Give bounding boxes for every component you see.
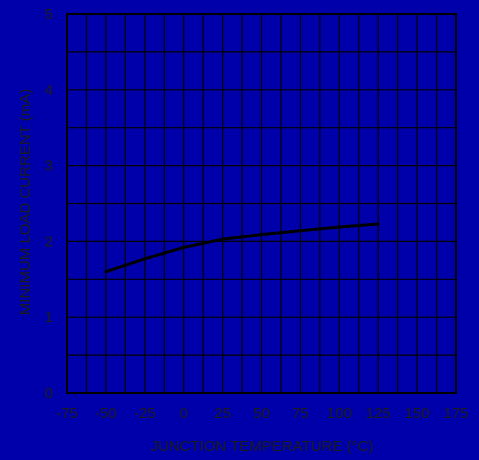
- series-line-0: [104, 222, 380, 274]
- x-tick-label: 125: [366, 405, 391, 422]
- x-tick-label: -75: [56, 405, 78, 422]
- y-tick-label: 0: [45, 385, 53, 402]
- x-axis-title: JUNCTION TEMPERATURE (°C): [151, 438, 374, 455]
- x-tick-label: 175: [443, 405, 468, 422]
- y-tick-label: 5: [45, 6, 53, 23]
- x-tick-label: 150: [405, 405, 430, 422]
- x-tick-label: 100: [327, 405, 352, 422]
- y-tick-label: 1: [45, 309, 53, 326]
- x-tick-label: 25: [214, 405, 231, 422]
- plot-border: [66, 13, 457, 394]
- x-tick-label: 75: [292, 405, 309, 422]
- x-tick-label: -50: [95, 405, 117, 422]
- grid: [66, 13, 457, 394]
- x-tick-label: -25: [134, 405, 156, 422]
- y-tick-label: 3: [45, 158, 53, 175]
- series-layer: [104, 222, 380, 274]
- y-tick-label: 2: [45, 233, 53, 250]
- y-axis-title: MINIMUM LOAD CURRENT (mA): [17, 89, 34, 315]
- y-tick-label: 4: [45, 82, 53, 99]
- x-tick-label: 0: [180, 405, 188, 422]
- x-tick-label: 50: [253, 405, 270, 422]
- tick-labels: -75 -50 -25 0 25 50 75 100 125 150 175 0 1 2 3 4 5: [45, 6, 469, 422]
